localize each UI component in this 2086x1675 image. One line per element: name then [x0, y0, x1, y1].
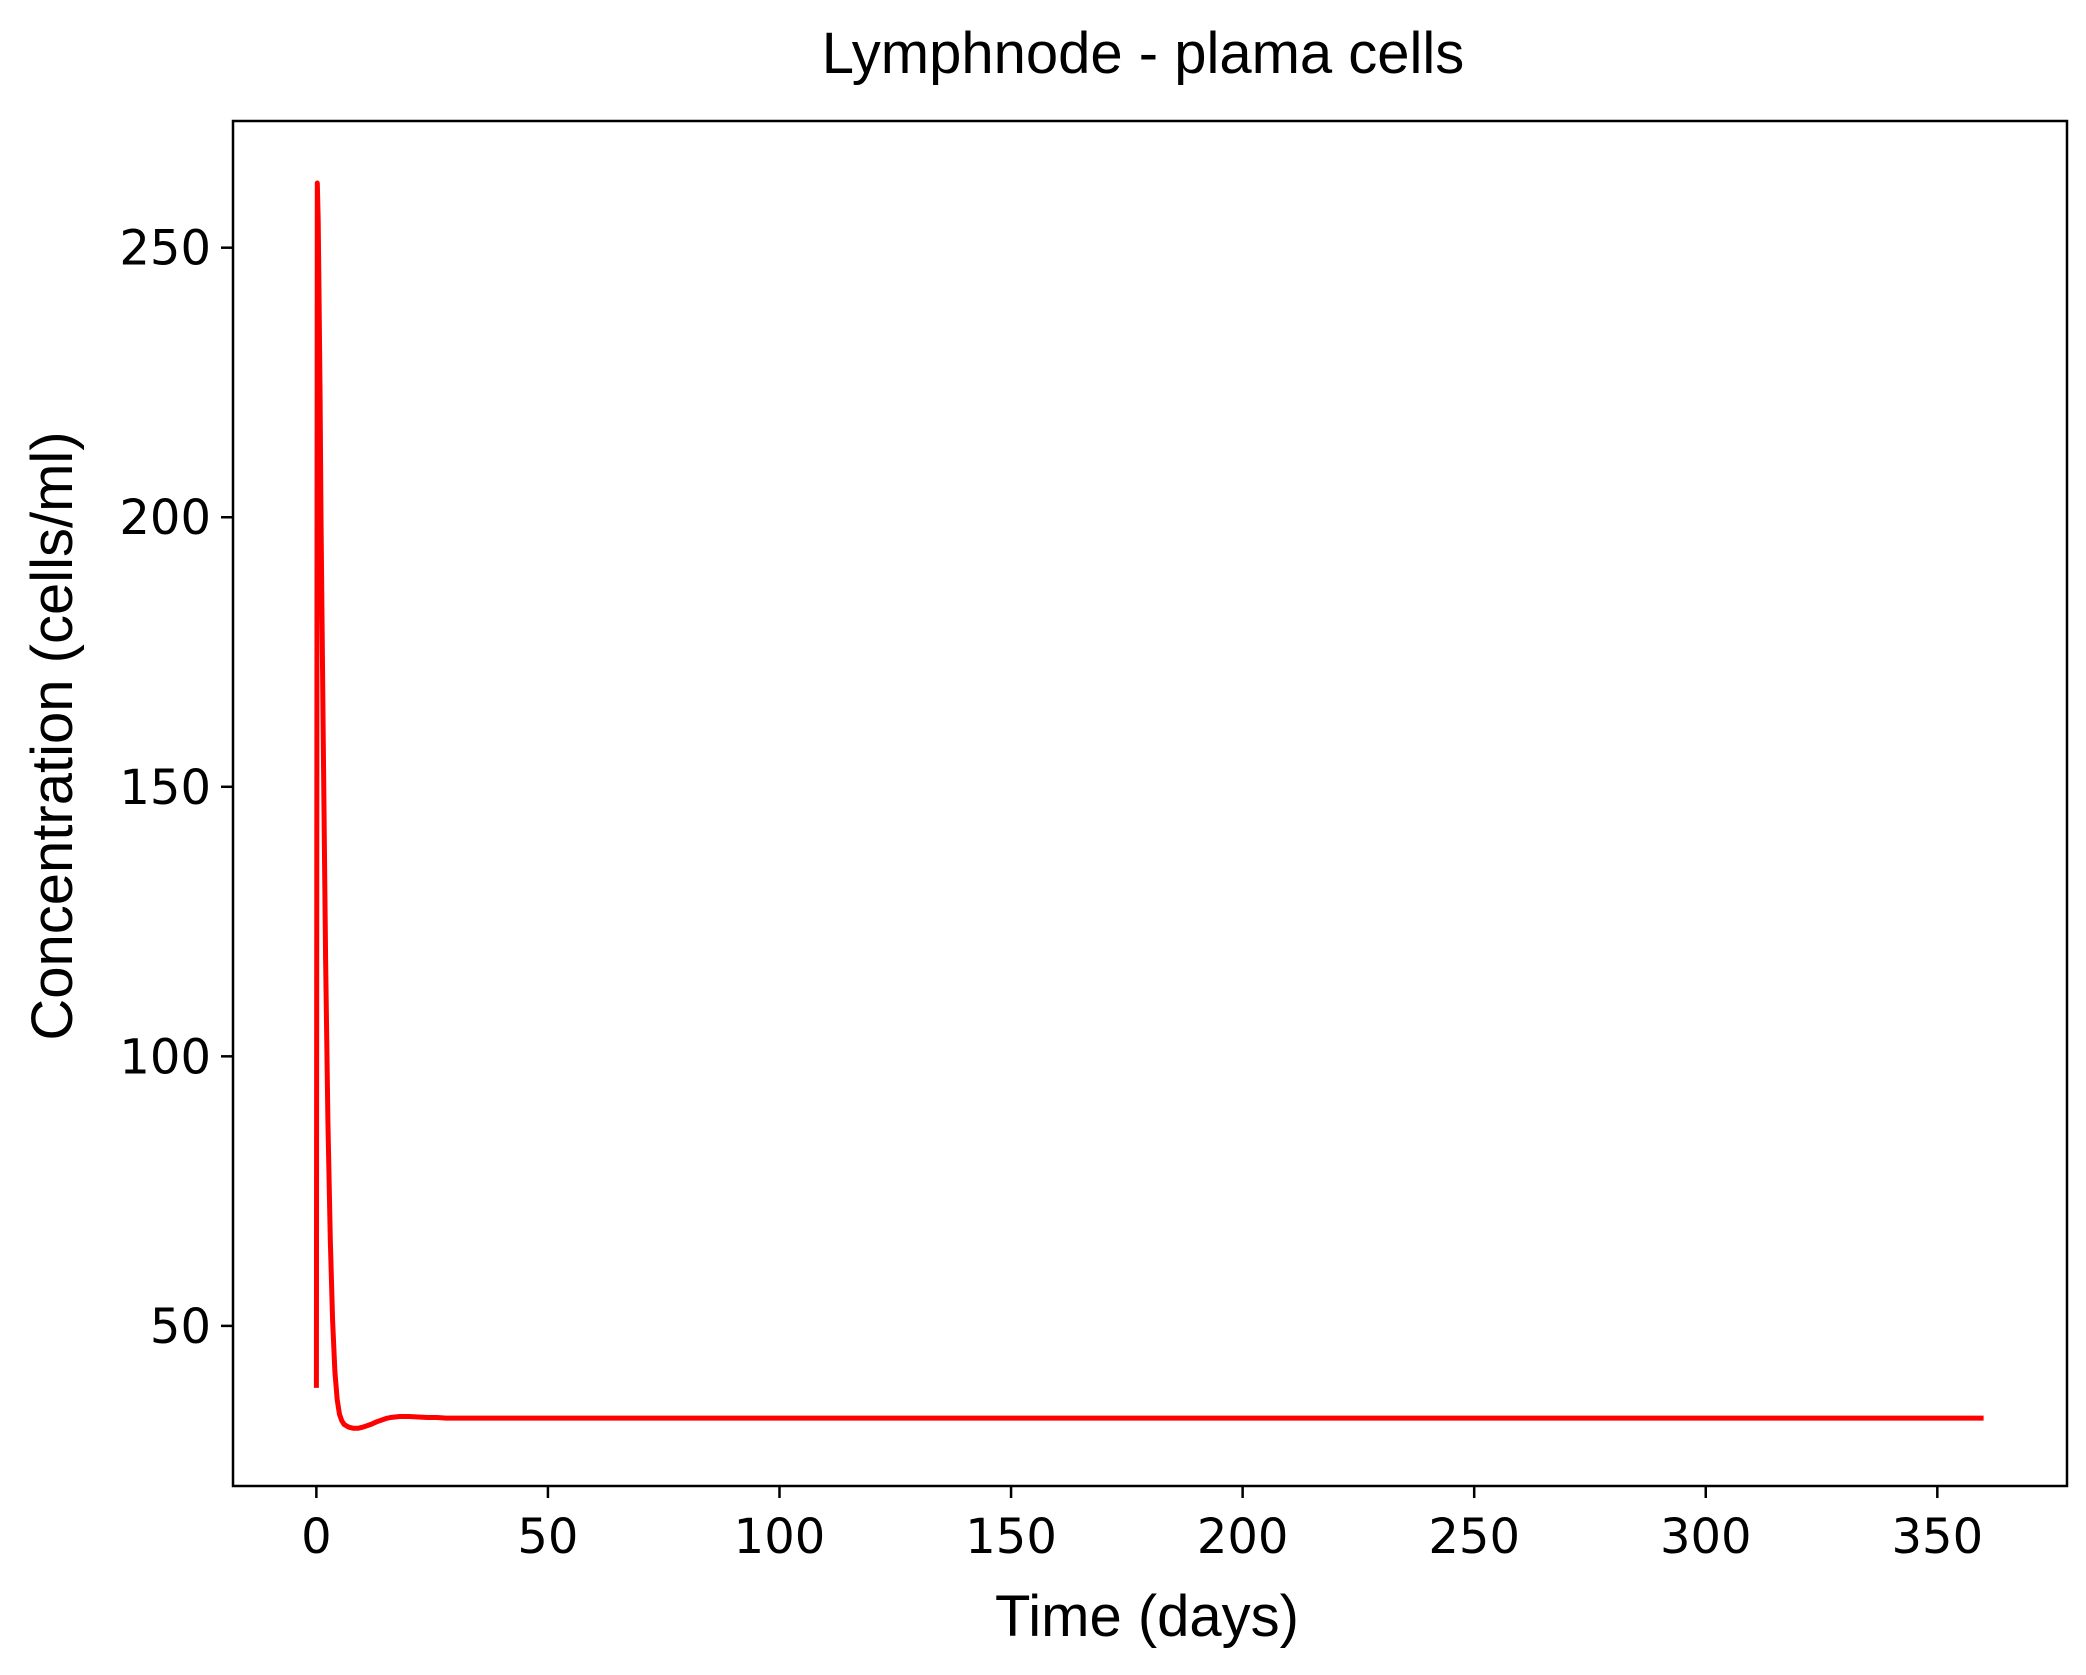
x-tick-label: 300 [1660, 1509, 1752, 1565]
y-tick-label: 250 [119, 221, 211, 277]
x-tick-label: 0 [301, 1509, 332, 1565]
x-tick-label: 50 [517, 1509, 578, 1565]
x-tick-label: 250 [1428, 1509, 1520, 1565]
x-tick-label: 100 [734, 1509, 826, 1565]
x-axis: 0 50 100 150 200 250 300 350 [301, 1486, 1983, 1565]
y-tick-label: 200 [119, 490, 211, 546]
chart-title: Lymphnode - plama cells [822, 21, 1465, 86]
x-tick-label: 350 [1892, 1509, 1984, 1565]
x-tick-label: 200 [1197, 1509, 1289, 1565]
series-line-0 [313, 180, 1984, 1431]
plot-frame [231, 119, 2069, 1488]
plot-area [313, 180, 1984, 1431]
x-tick-label: 150 [965, 1509, 1057, 1565]
y-tick-label: 100 [119, 1029, 211, 1085]
y-tick-label: 150 [119, 760, 211, 816]
y-axis: 50 100 150 200 250 [119, 221, 233, 1355]
x-axis-title: Time (days) [995, 1584, 1299, 1649]
y-tick-label: 50 [150, 1299, 211, 1355]
y-axis-title: Concentration (cells/ml) [20, 431, 85, 1040]
